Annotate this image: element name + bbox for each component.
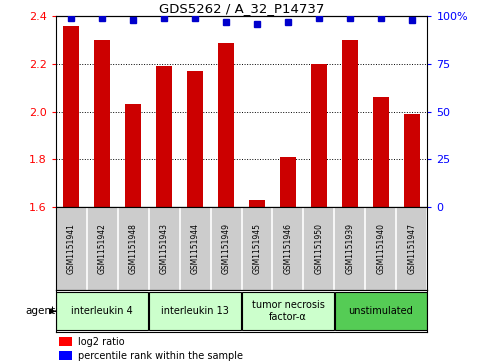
FancyBboxPatch shape bbox=[149, 292, 241, 330]
Bar bbox=[342, 40, 358, 207]
Text: interleukin 4: interleukin 4 bbox=[71, 306, 133, 316]
Bar bbox=[63, 26, 79, 207]
Bar bbox=[94, 40, 110, 207]
Text: GSM1151940: GSM1151940 bbox=[376, 223, 385, 274]
Bar bbox=[280, 157, 296, 207]
Text: GSM1151943: GSM1151943 bbox=[159, 223, 169, 274]
Text: GSM1151948: GSM1151948 bbox=[128, 223, 138, 274]
Bar bbox=[218, 42, 234, 207]
Bar bbox=[249, 200, 265, 207]
Title: GDS5262 / A_32_P14737: GDS5262 / A_32_P14737 bbox=[159, 2, 324, 15]
Text: agent: agent bbox=[26, 306, 56, 316]
Text: GSM1151947: GSM1151947 bbox=[408, 223, 416, 274]
Text: unstimulated: unstimulated bbox=[349, 306, 413, 316]
Bar bbox=[404, 114, 420, 207]
Text: GSM1151950: GSM1151950 bbox=[314, 223, 324, 274]
Bar bbox=[156, 66, 172, 207]
Bar bbox=[311, 64, 327, 207]
Text: GSM1151942: GSM1151942 bbox=[98, 223, 107, 274]
FancyBboxPatch shape bbox=[56, 292, 148, 330]
Bar bbox=[59, 337, 72, 346]
Text: percentile rank within the sample: percentile rank within the sample bbox=[78, 351, 243, 360]
Bar bbox=[373, 97, 389, 207]
Text: log2 ratio: log2 ratio bbox=[78, 337, 125, 347]
Text: interleukin 13: interleukin 13 bbox=[161, 306, 229, 316]
Text: tumor necrosis
factor-α: tumor necrosis factor-α bbox=[252, 301, 325, 322]
Bar bbox=[125, 105, 141, 207]
Text: GSM1151944: GSM1151944 bbox=[190, 223, 199, 274]
Text: GSM1151949: GSM1151949 bbox=[222, 223, 230, 274]
Text: GSM1151945: GSM1151945 bbox=[253, 223, 261, 274]
Text: GSM1151946: GSM1151946 bbox=[284, 223, 293, 274]
Text: GSM1151941: GSM1151941 bbox=[67, 223, 75, 274]
Bar bbox=[187, 71, 203, 207]
FancyBboxPatch shape bbox=[242, 292, 334, 330]
Bar bbox=[59, 351, 72, 360]
FancyBboxPatch shape bbox=[335, 292, 427, 330]
Text: GSM1151939: GSM1151939 bbox=[345, 223, 355, 274]
